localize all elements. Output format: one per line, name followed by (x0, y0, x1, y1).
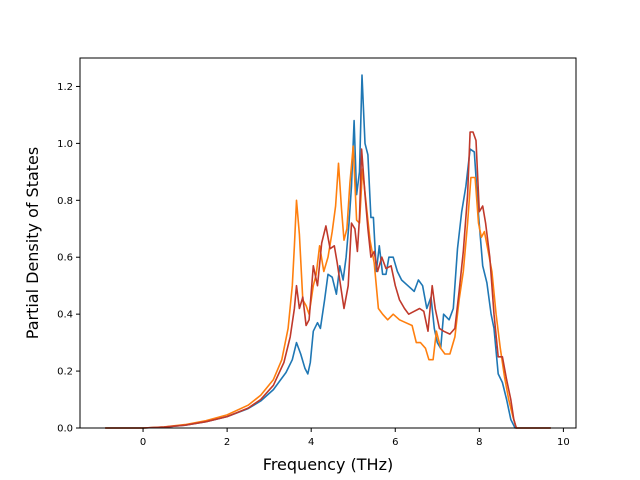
x-tick-label: 4 (308, 437, 314, 448)
y-tick-label: 0.6 (57, 253, 73, 264)
series-line-1 (105, 74, 551, 429)
x-axis: 0 2 4 6 8 10 (140, 428, 570, 448)
x-tick-label: 2 (224, 437, 230, 448)
y-tick-label: 1.0 (57, 139, 73, 150)
x-tick-label: 8 (476, 437, 482, 448)
series-line-2 (105, 145, 551, 429)
x-axis-label: Frequency (THz) (263, 455, 393, 474)
y-axis-label: Partial Density of States (23, 147, 42, 339)
y-tick-label: 0.2 (57, 367, 73, 378)
y-tick-label: 0.4 (57, 310, 73, 321)
y-axis: 0.0 0.2 0.4 0.6 0.8 1.0 1.2 (57, 82, 80, 435)
y-tick-label: 1.2 (57, 82, 73, 93)
y-tick-label: 0.0 (57, 424, 73, 435)
series-layer (105, 74, 551, 429)
x-tick-label: 0 (140, 437, 146, 448)
series-line-3 (105, 131, 551, 429)
plot-frame (79, 57, 577, 429)
x-tick-label: 6 (392, 437, 398, 448)
x-tick-label: 10 (557, 437, 570, 448)
y-tick-label: 0.8 (57, 196, 73, 207)
